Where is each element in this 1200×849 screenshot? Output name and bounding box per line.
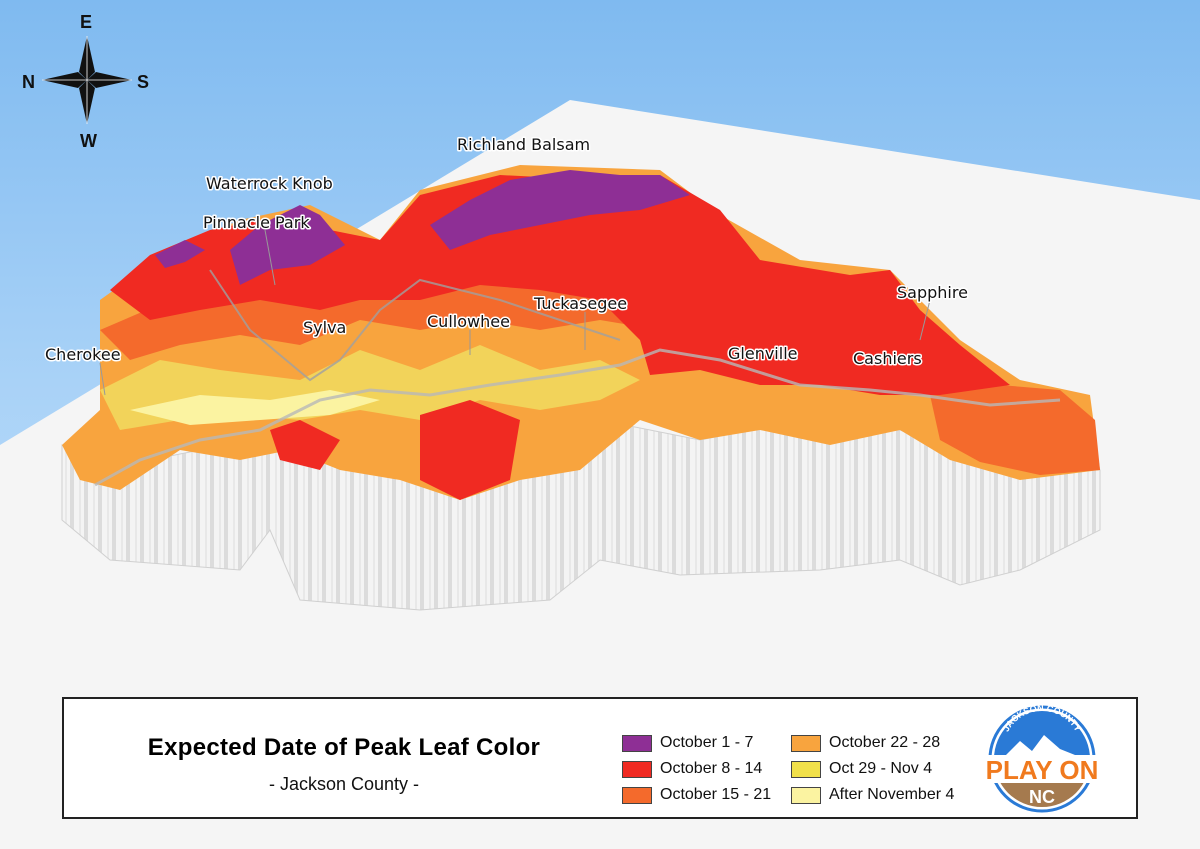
legend-swatch: [791, 786, 821, 804]
label-waterrock-knob: Waterrock Knob: [206, 174, 333, 193]
legend-swatch: [791, 760, 821, 778]
band-earliest-purple: [230, 205, 345, 285]
legend-title: Expected Date of Peak Leaf Color: [147, 734, 541, 761]
label-sylva: Sylva: [303, 318, 346, 337]
legend-item: After November 4: [791, 784, 954, 806]
label-tuckasegee: Tuckasegee: [533, 294, 627, 313]
legend-label: October 8 - 14: [660, 760, 763, 777]
compass-rose: E N S W: [22, 12, 149, 151]
band-red-ridge-center: [420, 400, 520, 500]
compass-east-label: E: [80, 12, 92, 32]
label-cullowhee: Cullowhee: [427, 312, 510, 331]
legend-swatch: [622, 734, 652, 752]
legend-label: October 1 - 7: [660, 734, 754, 751]
band-earliest-purple-east: [430, 170, 690, 250]
svg-text:PLAY ON: PLAY ON: [986, 755, 1099, 785]
svg-text:NC: NC: [1029, 787, 1055, 807]
legend-panel: Expected Date of Peak Leaf Color - Jacks…: [62, 697, 1138, 819]
legend-item: October 15 - 21: [622, 784, 771, 806]
band-after-nov: [130, 390, 380, 425]
label-cherokee: Cherokee: [45, 345, 121, 364]
band-red-ridge-west: [270, 420, 340, 470]
legend-label: After November 4: [829, 786, 955, 803]
compass-north-label: N: [22, 72, 35, 92]
band-earliest-purple-northwest: [155, 240, 205, 268]
legend-label: October 22 - 28: [829, 734, 941, 751]
legend-swatch: [622, 760, 652, 778]
legend-item: October 1 - 7: [622, 732, 753, 754]
label-richland-balsam: Richland Balsam: [457, 135, 590, 154]
label-pinnacle-park: Pinnacle Park: [203, 213, 310, 232]
label-sapphire: Sapphire: [897, 283, 968, 302]
compass-west-label: W: [80, 131, 97, 151]
play-on-nc-logo: JACKSON COUNTY PLAY ON NC: [984, 705, 1100, 813]
band-early-october-red: [110, 175, 1010, 395]
road-line: [209, 269, 621, 382]
band-mid-october-south: [930, 385, 1100, 475]
legend-label: October 15 - 21: [660, 786, 772, 803]
label-glenville: Glenville: [728, 344, 797, 363]
legend-item: Oct 29 - Nov 4: [791, 758, 932, 780]
legend-label: Oct 29 - Nov 4: [829, 760, 933, 777]
label-cashiers: Cashiers: [853, 349, 922, 368]
legend-swatch: [622, 786, 652, 804]
label-leaders: [99, 229, 931, 396]
river-line: [94, 348, 1061, 487]
legend-item: October 8 - 14: [622, 758, 762, 780]
compass-south-label: S: [137, 72, 149, 92]
legend-item: October 22 - 28: [791, 732, 940, 754]
legend-subtitle: - Jackson County -: [268, 774, 420, 794]
legend-swatch: [791, 734, 821, 752]
